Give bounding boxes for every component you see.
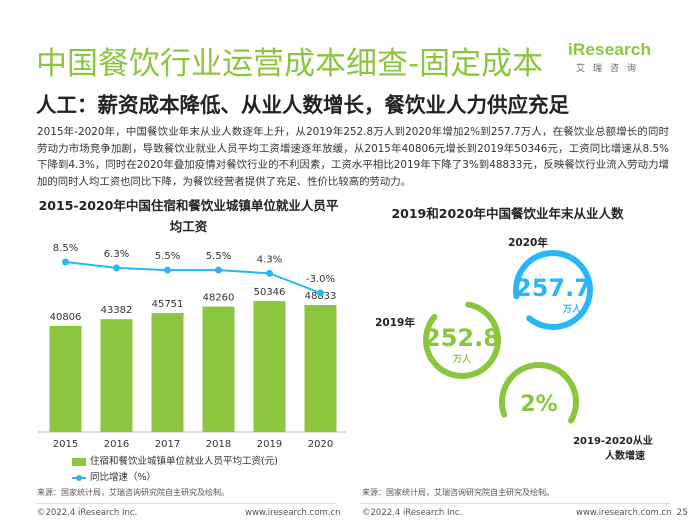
- value-2020: 257.7: [515, 274, 591, 302]
- growth-point-2018: [215, 266, 222, 274]
- bar-2015: [49, 325, 82, 432]
- growth-point-2015: [62, 258, 69, 266]
- ring-2019: [423, 301, 501, 379]
- bar-value-label-2017: 45751: [152, 299, 184, 310]
- growth-label-2017: 5.5%: [155, 251, 180, 262]
- x-tick-label-2018: 2018: [206, 439, 231, 450]
- source-right: 来源：国家统计局，艾瑞咨询研究院自主研究及绘制。: [362, 488, 554, 497]
- legend-line: 同比增速（%）: [72, 469, 156, 483]
- footer-copyright-left: ©2022.4 iResearch Inc.: [37, 508, 138, 518]
- bar-2018: [202, 306, 235, 432]
- footer-divider-right: [360, 503, 670, 504]
- legend-bar: 住宿和餐饮业城镇单位就业人员平均工资(元): [72, 453, 278, 467]
- bar-value-label-2016: 43382: [101, 305, 133, 316]
- growth-point-2020: [317, 289, 324, 297]
- value-2019: 252.8: [424, 324, 500, 352]
- growth-label-line1: 2019-2020从业: [573, 434, 653, 447]
- growth-label-2019: 4.3%: [257, 254, 282, 265]
- bar-2019: [253, 301, 286, 432]
- growth-label-2018: 5.5%: [206, 251, 231, 262]
- bar-2016: [100, 319, 133, 432]
- page-number: 25: [676, 508, 688, 518]
- x-tick-label-2017: 2017: [155, 439, 180, 450]
- growth-label-2015: 8.5%: [53, 243, 78, 254]
- growth-label-2020: -3.0%: [306, 274, 335, 285]
- unit-2019: 万人: [452, 353, 472, 365]
- footer-website-right: www.iresearch.com.cn: [576, 508, 672, 518]
- growth-rate-line: [65, 261, 321, 294]
- x-tick-label-2016: 2016: [104, 439, 129, 450]
- bar-value-label-2018: 48260: [203, 293, 235, 304]
- legend-bar-label: 住宿和餐饮业城镇单位就业人员平均工资(元): [90, 456, 278, 467]
- footer-copyright-right: ©2022.4 iResearch Inc.: [362, 508, 463, 518]
- bar-2020: [304, 305, 337, 432]
- year-label-2020: 2020年: [508, 236, 548, 249]
- bar-value-label-2020: 48833: [305, 291, 337, 302]
- right-chart-title: 2019和2020年中国餐饮业年末从业人数: [391, 206, 624, 221]
- footer-divider-left: [36, 503, 336, 504]
- legend-bar-swatch: [72, 457, 86, 466]
- growth-point-2019: [266, 269, 273, 277]
- page-title: 中国餐饮行业运营成本细查-固定成本: [36, 46, 544, 82]
- year-label-2019: 2019年: [375, 316, 415, 329]
- ring-2020: [513, 250, 593, 330]
- x-tick-label-2019: 2019: [257, 439, 282, 450]
- source-left: 来源：国家统计局，艾瑞咨询研究院自主研究及绘制。: [37, 488, 229, 497]
- footer-website-left: www.iresearch.com.cn: [245, 508, 341, 518]
- left-chart-title: 2015-2020年中国住宿和餐饮业城镇单位就业人员平均工资: [38, 198, 339, 234]
- legend-line-label: 同比增速（%）: [90, 472, 157, 483]
- growth-label-line2: 人数增速: [605, 449, 645, 462]
- ring-growth: [499, 362, 579, 424]
- growth-point-2017: [164, 266, 171, 274]
- growth-label-2016: 6.3%: [104, 249, 129, 260]
- bar-value-label-2019: 50346: [254, 287, 286, 298]
- body-paragraph: 2015年-2020年，中国餐饮业年末从业人数逐年上升，从2019年252.8万…: [37, 126, 669, 188]
- x-tick-label-2015: 2015: [53, 439, 78, 450]
- growth-point-2016: [113, 264, 120, 272]
- bar-2017: [151, 313, 184, 432]
- page-subtitle: 人工：薪资成本降低、从业人数增长，餐饮业人力供应充足: [36, 93, 569, 117]
- legend-line-swatch: [72, 474, 86, 481]
- unit-2020: 万人: [562, 303, 582, 315]
- bar-value-label-2015: 40806: [50, 312, 82, 323]
- logo-subtitle: 艾瑞咨询: [576, 64, 645, 74]
- growth-value: 2%: [520, 392, 557, 417]
- logo-wordmark: iResearch: [568, 40, 652, 59]
- x-tick-label-2020: 2020: [308, 439, 333, 450]
- iresearch-logo: iResearch 艾瑞咨询: [568, 40, 660, 76]
